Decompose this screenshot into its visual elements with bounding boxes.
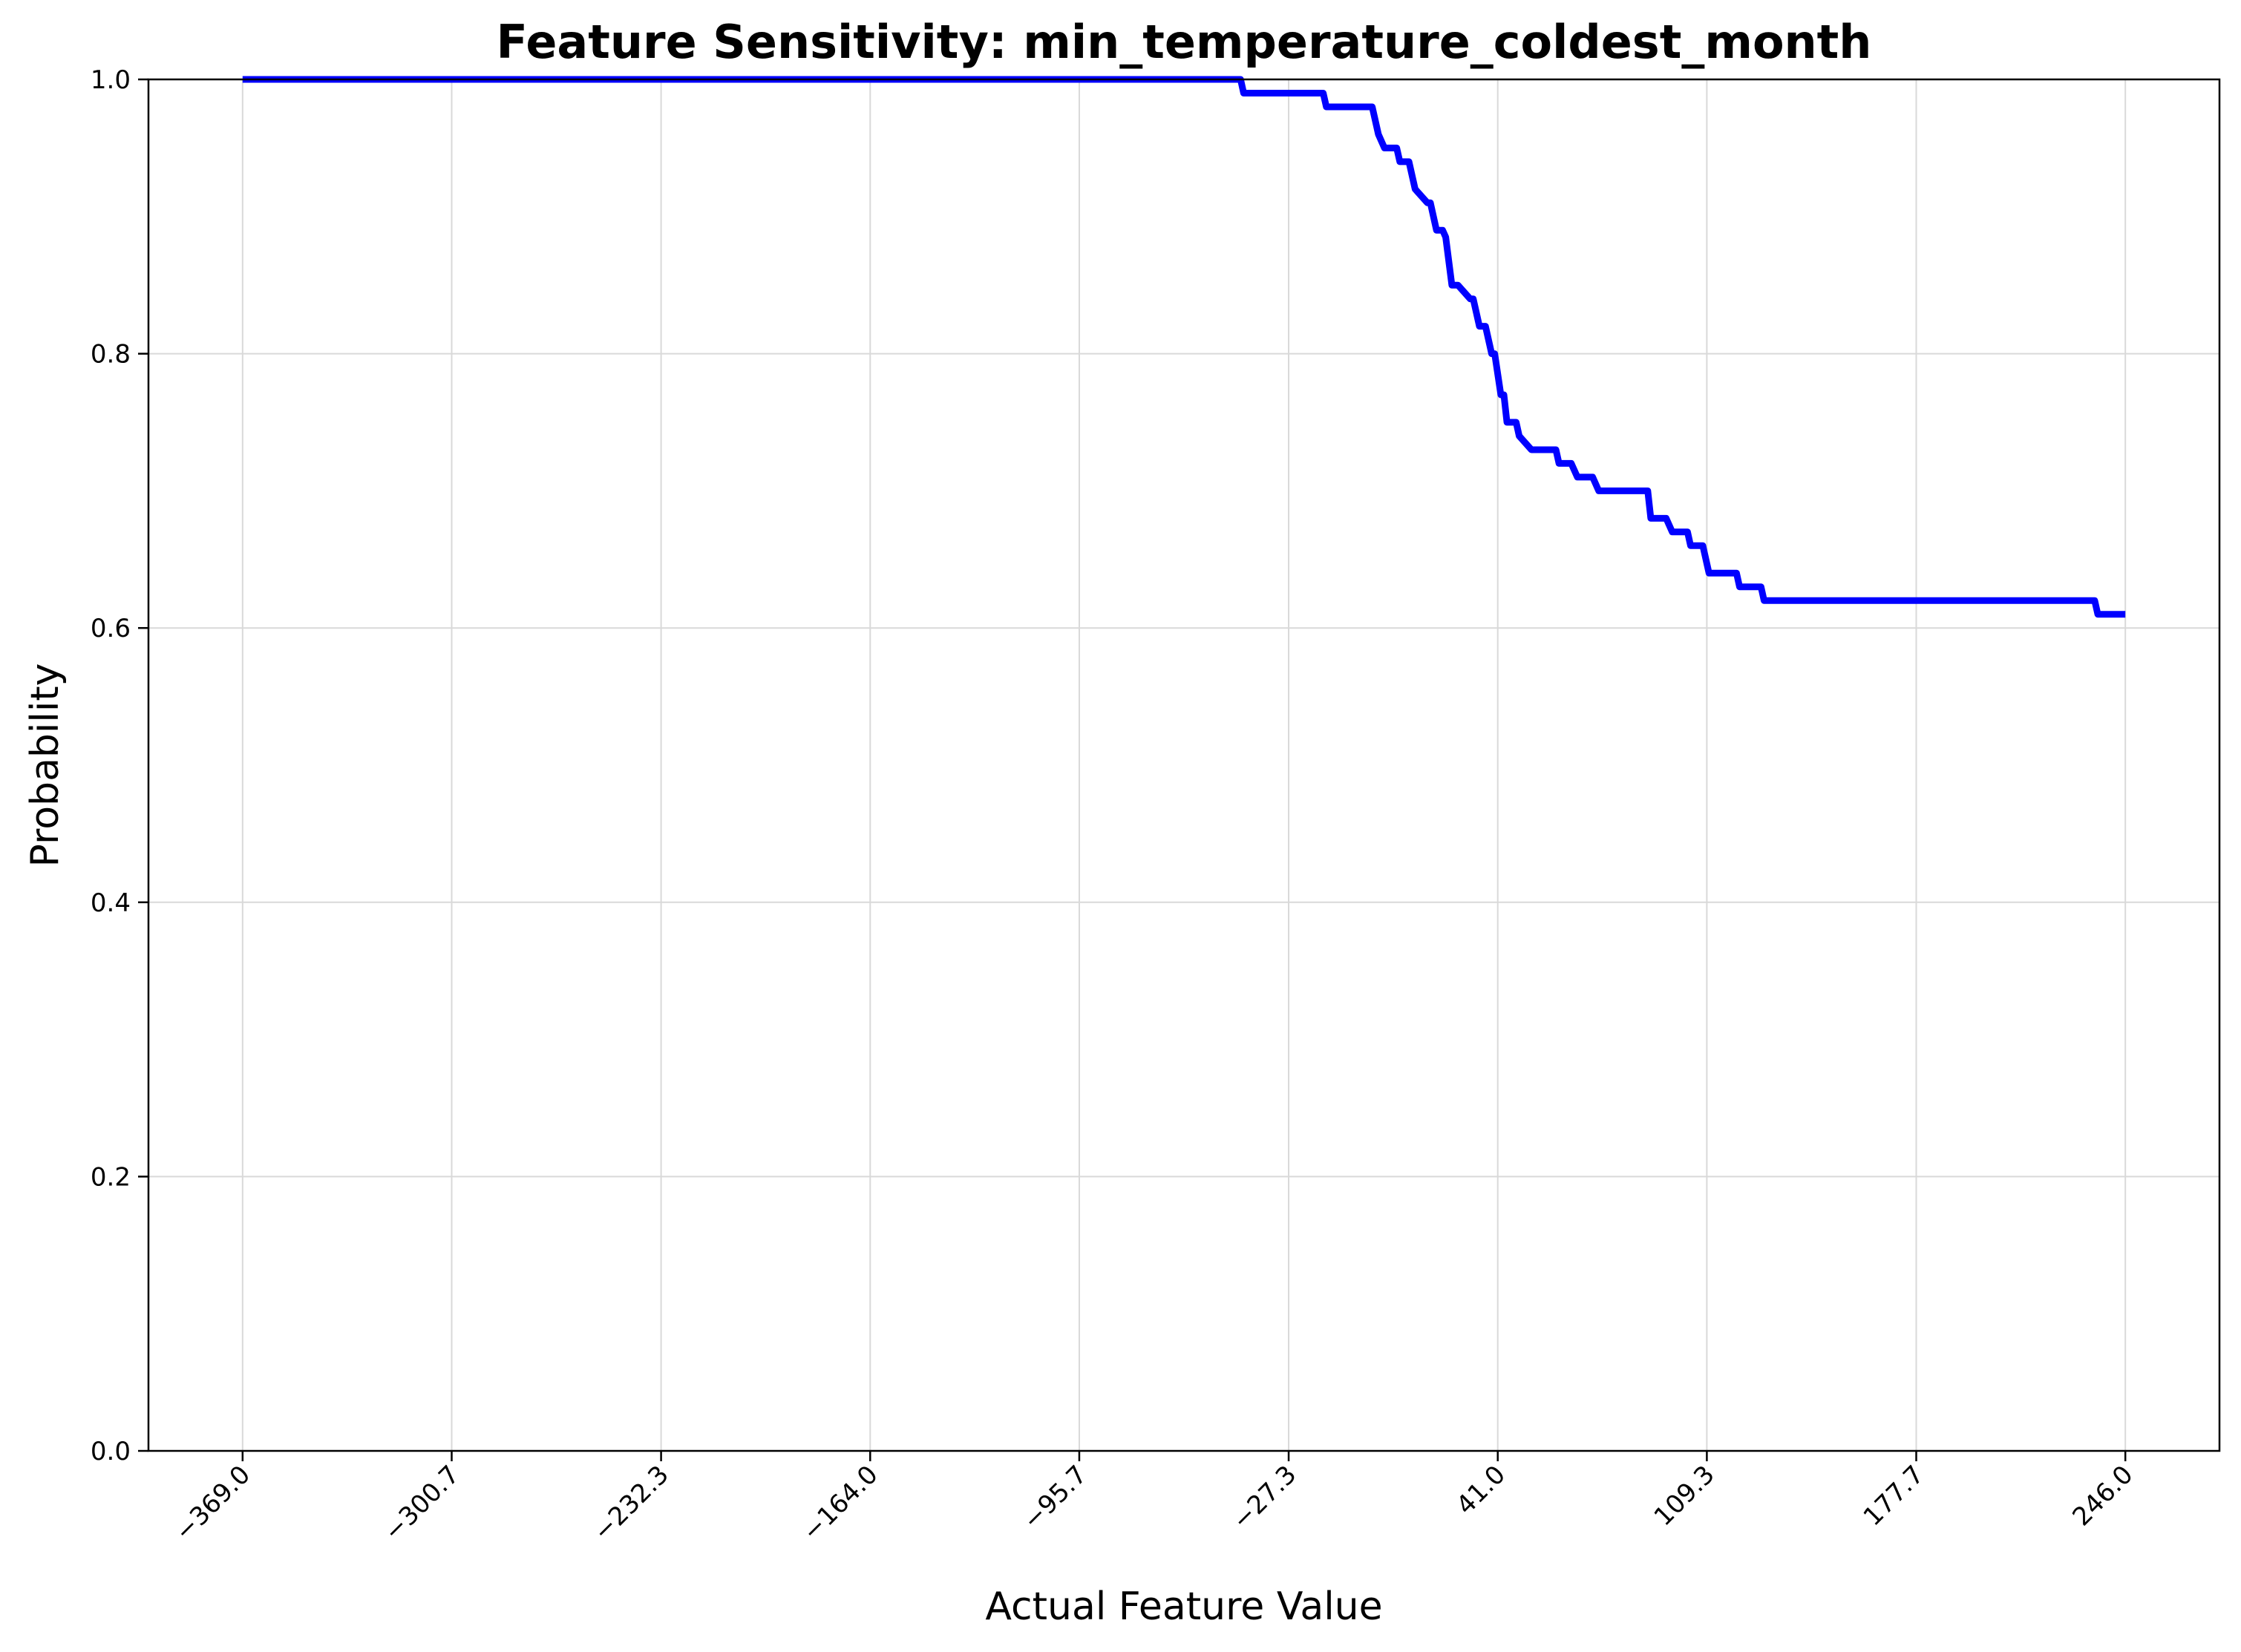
y-axis-label: Probability	[23, 663, 68, 868]
y-tick-labels: 0.0 0.2 0.4 0.6 0.8 1.0	[91, 65, 131, 1466]
x-tick-labels: −369.0 −300.7 −232.3 −164.0 −95.7 −27.3 41.0 10…	[169, 1460, 2139, 1547]
grid-lines	[148, 79, 2219, 1452]
x-tick-label: −95.7	[1017, 1460, 1093, 1535]
x-axis-label: Actual Feature Value	[985, 1584, 1382, 1629]
plot-area-frame	[147, 78, 2221, 1452]
y-tick-label: 0.8	[91, 340, 131, 370]
x-tick-label: −164.0	[796, 1460, 883, 1547]
tick-marks	[138, 78, 2127, 1461]
x-tick-label: 177.7	[1858, 1460, 1930, 1532]
x-tick-label: 246.0	[2067, 1460, 2139, 1532]
y-tick-label: 0.6	[91, 614, 131, 643]
y-tick-label: 1.0	[91, 65, 131, 95]
x-tick-label: −27.3	[1226, 1460, 1302, 1535]
series-line	[242, 76, 2126, 618]
series-layer	[242, 76, 2126, 618]
chart-title: Feature Sensitivity: min_temperature_col…	[497, 15, 1872, 69]
x-tick-label: 41.0	[1450, 1460, 1511, 1521]
x-tick-label: 109.3	[1649, 1460, 1721, 1532]
x-tick-label: −232.3	[588, 1460, 675, 1547]
y-tick-label: 0.4	[91, 888, 131, 918]
y-tick-label: 0.2	[91, 1162, 131, 1192]
x-tick-label: −369.0	[169, 1460, 256, 1547]
x-tick-label: −300.7	[379, 1460, 465, 1547]
y-tick-label: 0.0	[91, 1437, 131, 1466]
